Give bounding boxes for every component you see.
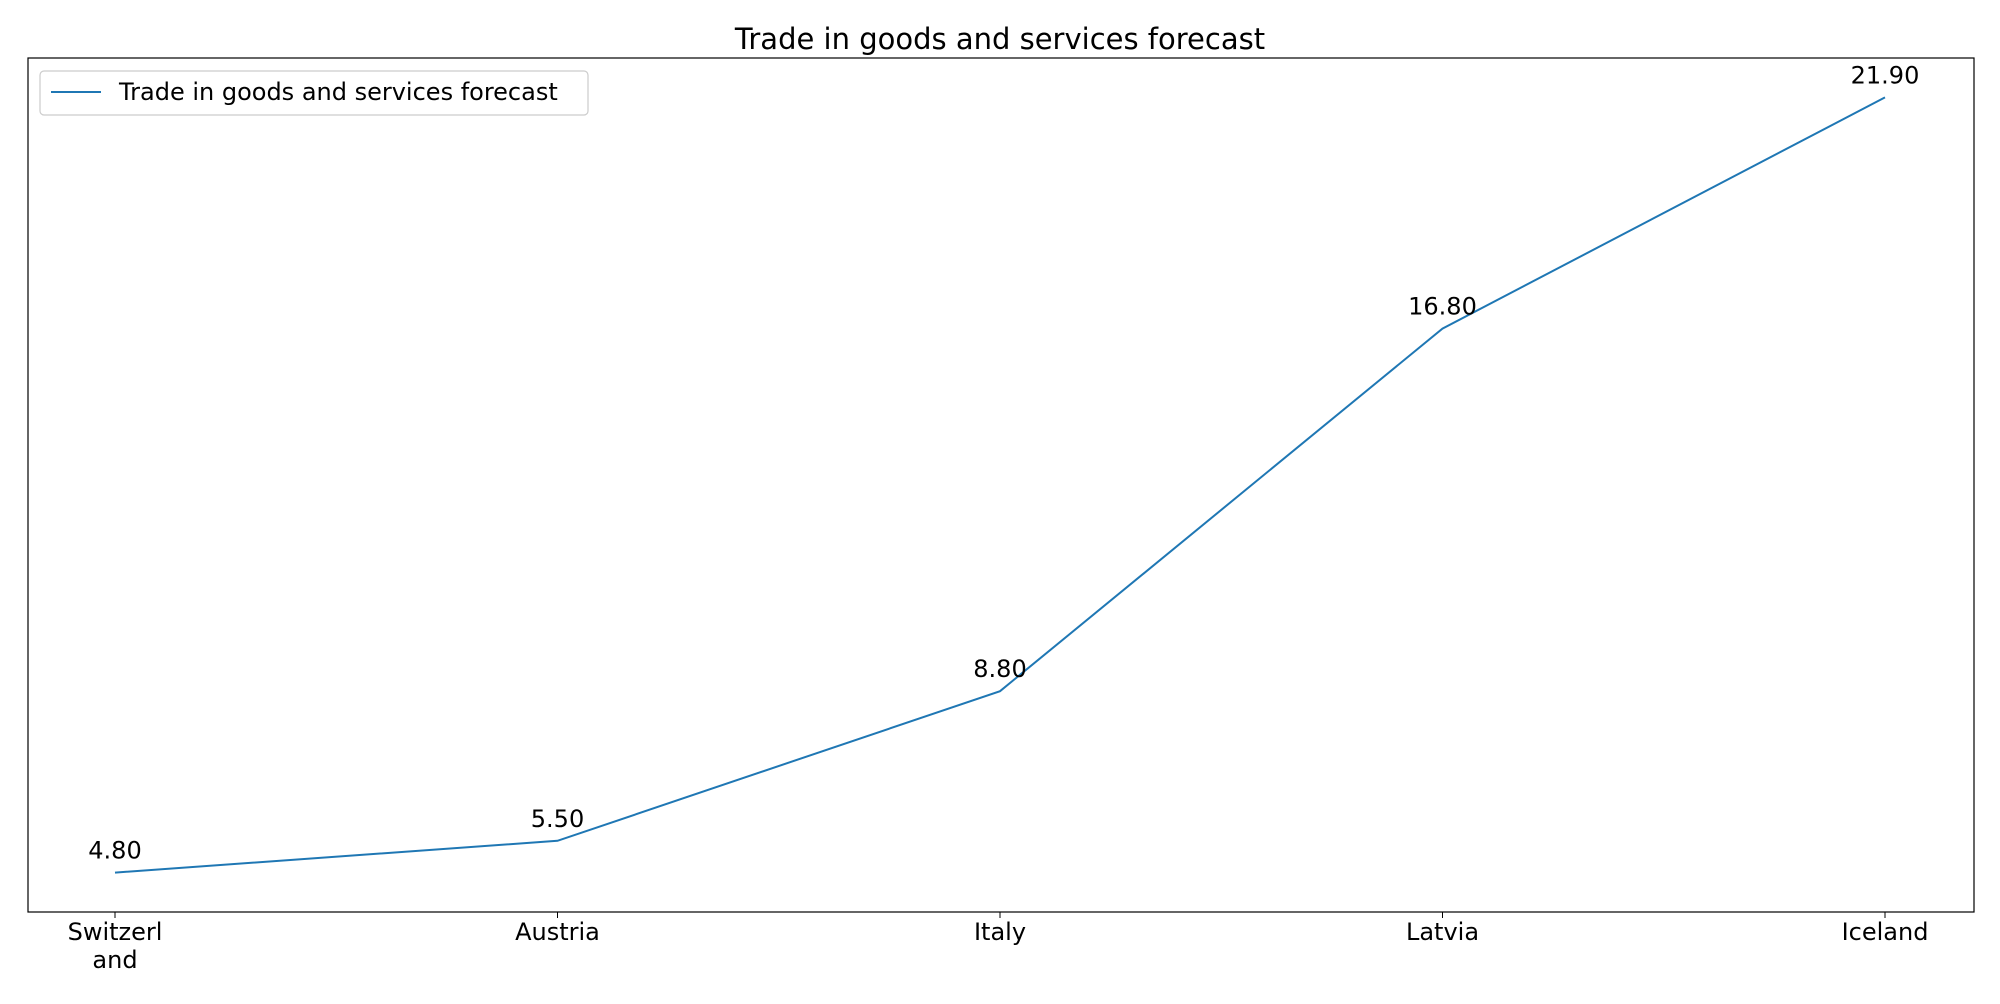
x-axis-ticks: Switzerl and Austria Italy Latvia Iceland bbox=[68, 912, 1929, 974]
data-label: 16.80 bbox=[1408, 293, 1477, 321]
x-tick-label: Latvia bbox=[1406, 918, 1479, 946]
legend-box bbox=[39, 70, 589, 116]
plot-area-frame bbox=[27, 57, 1975, 913]
data-label: 5.50 bbox=[531, 805, 584, 833]
series-layer bbox=[114, 96, 1886, 874]
series-line-trade-forecast bbox=[114, 96, 1886, 874]
chart-title: Trade in goods and services forecast bbox=[734, 22, 1265, 56]
data-label: 8.80 bbox=[973, 655, 1026, 683]
x-tick-label: Austria bbox=[515, 918, 600, 946]
x-tick-label: Switzerl and bbox=[68, 918, 163, 974]
x-tick-label: Italy bbox=[974, 918, 1026, 946]
legend-label-trade-forecast: Trade in goods and services forecast bbox=[118, 78, 558, 106]
legend: Trade in goods and services forecast bbox=[39, 70, 589, 116]
data-labels-layer: 4.80 5.50 8.80 16.80 21.90 bbox=[88, 61, 1919, 864]
data-label: 21.90 bbox=[1851, 61, 1920, 89]
data-label: 4.80 bbox=[88, 837, 141, 865]
x-tick-label: Iceland bbox=[1842, 918, 1929, 946]
